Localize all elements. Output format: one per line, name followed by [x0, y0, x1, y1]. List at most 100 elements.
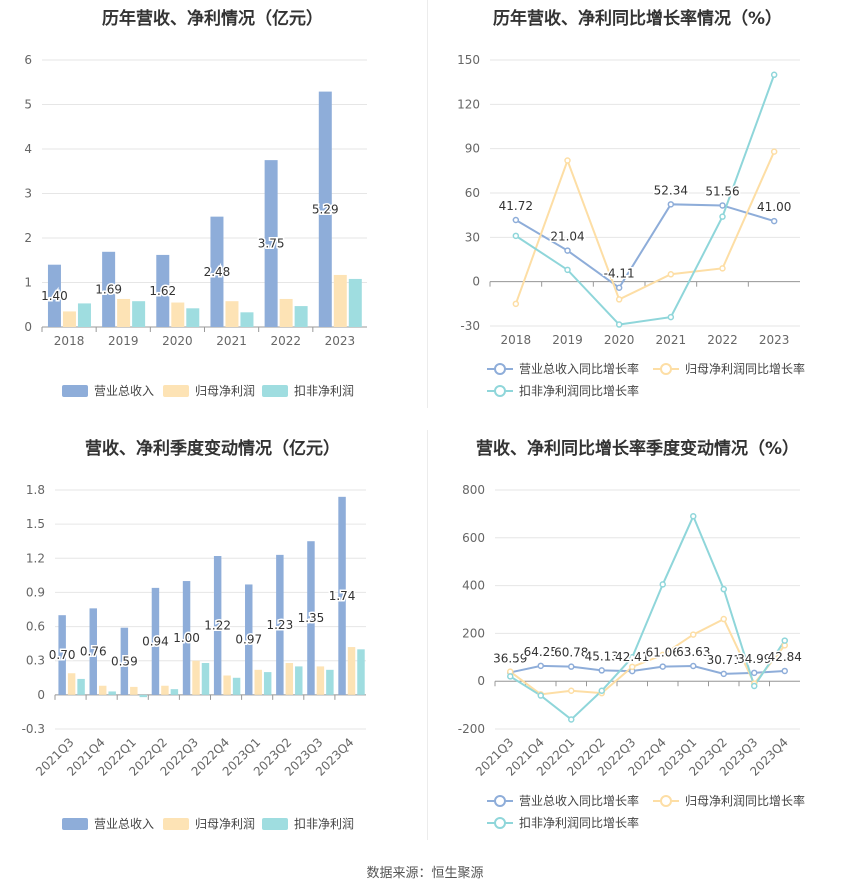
- bar: [156, 254, 170, 327]
- legend-swatch: [487, 816, 513, 829]
- legend-label: 扣非净利润同比增长率: [519, 816, 640, 830]
- x-tick-label: 2023: [325, 334, 356, 348]
- divider-bottom: [427, 430, 428, 840]
- legend-swatch: [62, 384, 88, 397]
- bar: [67, 673, 76, 695]
- legend: 营业总收入 归母净利润 扣非净利润: [0, 382, 425, 402]
- data-point: [667, 271, 675, 278]
- legend-label: 归母净利润: [195, 384, 256, 398]
- legend-swatch: [163, 817, 189, 830]
- bar: [232, 677, 241, 695]
- bar: [225, 301, 239, 327]
- bar: [192, 660, 200, 695]
- data-label: 2.48: [204, 265, 231, 279]
- bar: [347, 647, 356, 695]
- legend-item[interactable]: 扣非净利润同比增长率: [487, 382, 639, 399]
- data-point: [507, 673, 514, 680]
- legend-label: 扣非净利润: [294, 384, 355, 398]
- data-label: 1.22: [204, 618, 231, 632]
- data-point: [719, 213, 726, 220]
- legend-item[interactable]: 归母净利润: [163, 382, 255, 399]
- data-point: [667, 201, 675, 208]
- data-point: [690, 631, 697, 638]
- y-tick-label: 150: [457, 53, 480, 67]
- legend-swatch: [262, 817, 288, 830]
- y-tick-label: -30: [460, 319, 480, 333]
- legend-label: 营业总收入同比增长率: [519, 362, 640, 376]
- data-label: 52.34: [654, 183, 688, 197]
- bar: [182, 581, 191, 695]
- y-tick-label: 800: [462, 483, 485, 497]
- data-label: 64.25: [524, 645, 558, 659]
- data-label: 30.71: [707, 653, 741, 667]
- legend-item[interactable]: 营业总收入同比增长率: [487, 360, 639, 377]
- data-point: [690, 662, 697, 670]
- bar: [295, 666, 303, 695]
- legend-item[interactable]: 归母净利润同比增长率: [653, 792, 805, 809]
- y-tick-label: 6: [24, 53, 32, 67]
- x-tick-label: 2020: [162, 334, 193, 348]
- legend-label: 营业总收入: [94, 817, 155, 831]
- chart-title: 营收、净利季度变动情况（亿元）: [85, 439, 340, 459]
- bar: [285, 662, 294, 695]
- series-line: [515, 74, 776, 326]
- x-tick-label: 2023: [759, 333, 790, 347]
- legend-item[interactable]: 扣非净利润: [262, 815, 354, 832]
- bar: [120, 627, 129, 695]
- legend: 营业总收入 归母净利润 扣非净利润: [0, 815, 425, 835]
- data-point: [659, 581, 666, 588]
- data-point: [564, 247, 571, 254]
- data-label: 42.84: [768, 650, 802, 664]
- bar: [170, 689, 179, 695]
- x-tick-label: 2019: [108, 334, 139, 348]
- bar: [276, 554, 284, 695]
- bar: [102, 251, 116, 327]
- data-label: 41.72: [499, 199, 533, 213]
- legend-label: 归母净利润: [195, 817, 256, 831]
- y-tick-label: 200: [462, 626, 485, 640]
- legend-item[interactable]: 营业总收入同比增长率: [487, 792, 639, 809]
- bar: [98, 685, 107, 695]
- bar: [348, 278, 362, 327]
- data-point: [615, 321, 623, 328]
- legend-label: 归母净利润同比增长率: [685, 362, 806, 376]
- bar: [139, 694, 148, 698]
- bar: [62, 311, 76, 327]
- y-tick-label: 120: [457, 97, 480, 111]
- y-tick-label: 4: [24, 142, 32, 156]
- y-tick-label: 0.9: [26, 585, 45, 599]
- chart-title: 营收、净利同比增长率季度变动情况（%）: [475, 439, 800, 459]
- data-label: 1.69: [95, 282, 122, 296]
- y-tick-label: 2: [24, 231, 32, 245]
- legend-label: 营业总收入: [94, 384, 155, 398]
- legend: 营业总收入同比增长率 归母净利润同比增长率扣非净利润同比增长率: [425, 790, 850, 834]
- legend-label: 归母净利润同比增长率: [685, 794, 806, 808]
- y-tick-label: 1.2: [26, 551, 45, 565]
- data-label: 21.04: [550, 230, 584, 244]
- data-label: 51.56: [705, 184, 739, 198]
- data-point: [568, 663, 575, 670]
- legend-item[interactable]: 扣非净利润: [262, 382, 354, 399]
- annual-growth-chart: 历年营收、净利同比增长率情况（%） -30 0 30 60 90 120 150 2018 20…: [425, 0, 850, 410]
- x-tick-label: 2021: [216, 334, 247, 348]
- data-point: [719, 265, 726, 272]
- data-label: 41.00: [757, 200, 791, 214]
- data-label: 5.29: [312, 202, 339, 216]
- data-label: 61.06: [646, 646, 680, 660]
- legend-item[interactable]: 营业总收入: [62, 815, 154, 832]
- legend-item[interactable]: 归母净利润: [163, 815, 255, 832]
- y-tick-label: 400: [462, 579, 485, 593]
- data-label: 0.59: [111, 654, 138, 668]
- data-point: [598, 687, 605, 695]
- legend-item[interactable]: 营业总收入: [62, 382, 154, 399]
- data-point: [720, 615, 727, 623]
- legend-swatch: [62, 817, 88, 830]
- data-point: [537, 662, 544, 670]
- data-point: [598, 667, 605, 674]
- bar: [326, 669, 334, 695]
- legend-item[interactable]: 扣非净利润同比增长率: [487, 814, 639, 831]
- legend-item[interactable]: 归母净利润同比增长率: [653, 360, 805, 377]
- y-tick-label: 60: [465, 186, 480, 200]
- bar: [294, 306, 308, 327]
- data-label: 1.74: [329, 589, 356, 603]
